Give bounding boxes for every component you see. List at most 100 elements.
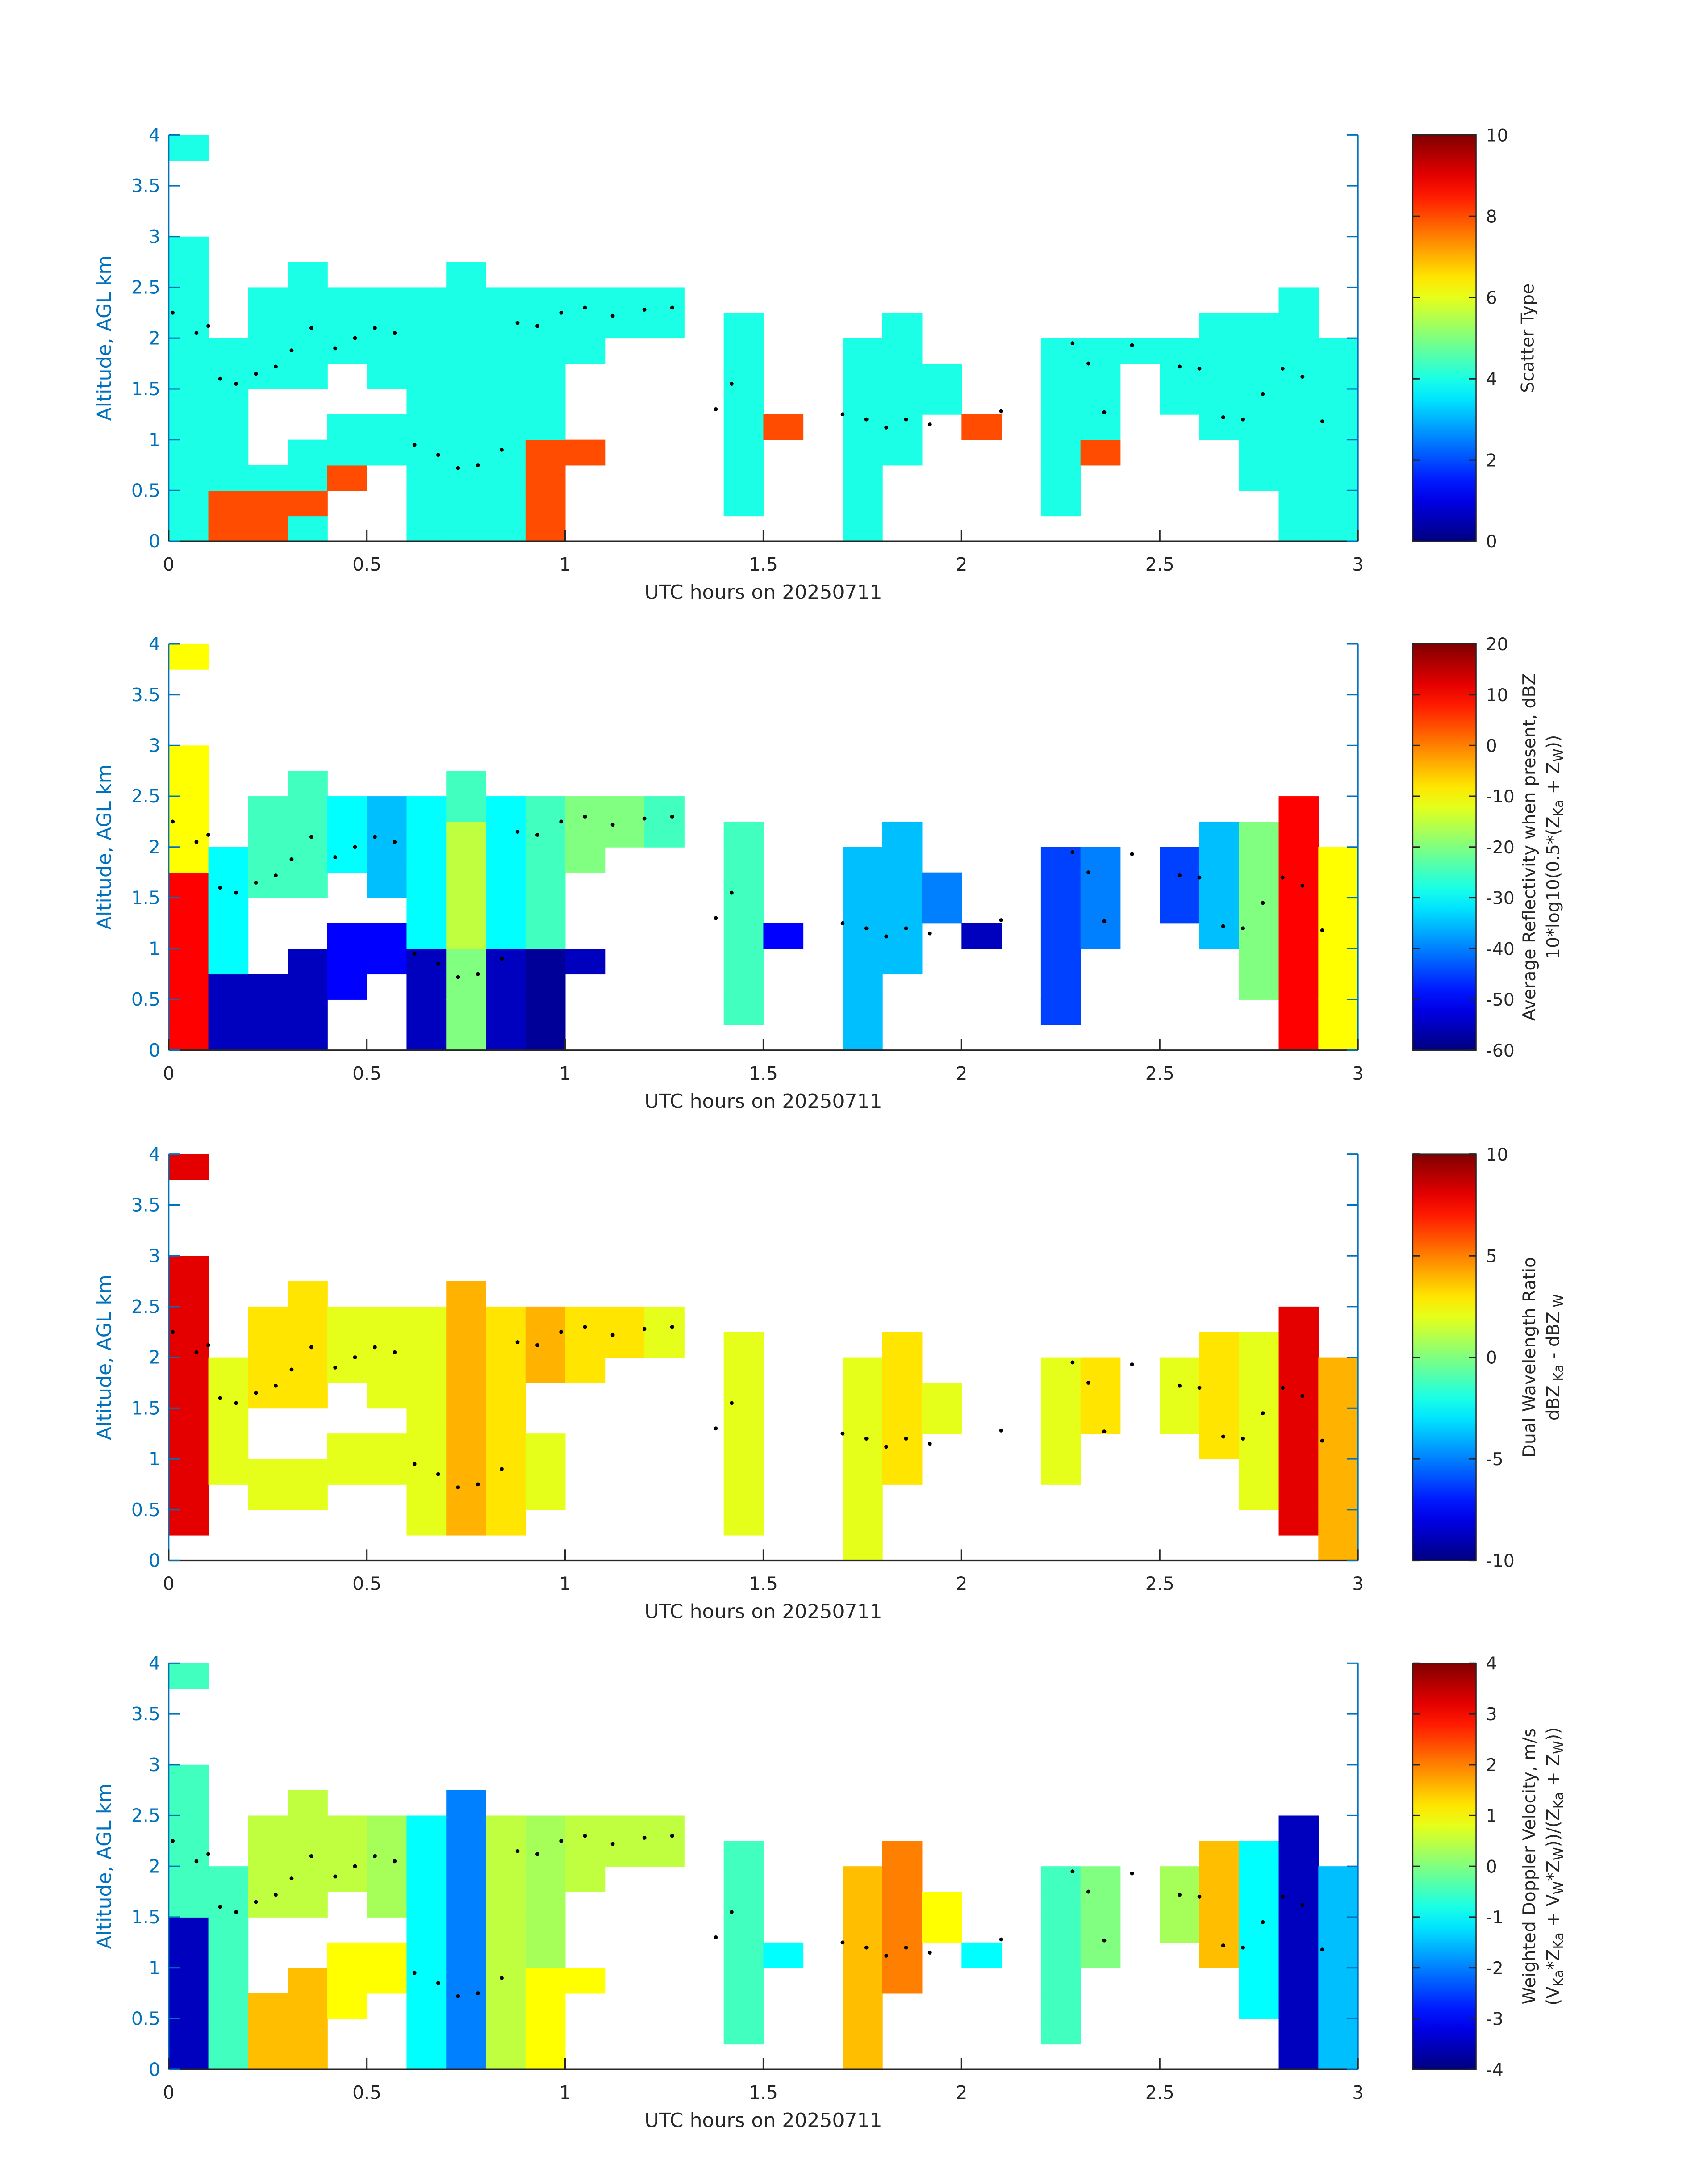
colorbar-tick-label: -1 — [1486, 1907, 1503, 1928]
point — [884, 1445, 889, 1449]
cell — [1080, 872, 1121, 898]
x-tick-label: 1 — [560, 1063, 571, 1084]
point — [373, 1854, 377, 1858]
point — [1221, 1943, 1225, 1948]
cell — [843, 389, 883, 415]
cell — [446, 923, 486, 949]
cell — [605, 313, 645, 339]
cell — [486, 490, 526, 517]
cell — [168, 262, 209, 288]
cell — [525, 999, 566, 1025]
colorbar-tick-label: -20 — [1486, 837, 1515, 858]
y-axis-label: Altitude, AGL km — [93, 764, 116, 930]
cell — [168, 1790, 209, 1816]
cell — [1199, 313, 1240, 339]
cell — [525, 338, 566, 364]
point — [1086, 1381, 1090, 1385]
cell — [525, 974, 566, 1000]
cell — [605, 1306, 645, 1333]
point — [234, 1401, 238, 1405]
cell — [248, 1306, 288, 1333]
y-tick-label: 0 — [149, 531, 160, 552]
point — [610, 823, 615, 827]
cell — [168, 1306, 209, 1333]
cell — [723, 974, 764, 1000]
colorbar-label-part: *Z — [1543, 1860, 1563, 1881]
point — [1130, 343, 1134, 347]
cell — [288, 1281, 328, 1307]
y-axis-label: Altitude, AGL km — [93, 1274, 116, 1440]
cell — [1278, 796, 1319, 822]
cell — [723, 872, 764, 898]
x-tick-label: 1.5 — [749, 2082, 778, 2103]
point — [642, 1327, 647, 1331]
cell — [1278, 923, 1319, 949]
colorbar-tick-label: 5 — [1486, 1246, 1497, 1266]
cell — [723, 1383, 764, 1409]
point — [171, 1839, 175, 1843]
cell — [1278, 1509, 1319, 1536]
cell — [1318, 338, 1359, 364]
cell — [367, 364, 407, 389]
cell — [446, 2044, 486, 2070]
cell — [882, 1383, 923, 1409]
cell — [1160, 1917, 1200, 1943]
cell — [367, 1459, 407, 1485]
point — [1178, 364, 1182, 369]
cell — [843, 1942, 883, 1968]
point — [1197, 1895, 1202, 1899]
cell — [327, 1357, 367, 1383]
cell — [327, 414, 367, 440]
cell — [208, 465, 249, 491]
cell — [525, 949, 566, 975]
cell — [525, 1968, 566, 1994]
point — [730, 382, 734, 386]
cell — [406, 1433, 447, 1459]
point — [393, 1859, 397, 1864]
cell — [723, 1866, 764, 1893]
cell — [288, 1993, 328, 2019]
y-axis-label: Altitude, AGL km — [93, 1784, 116, 1949]
cell — [1239, 1383, 1279, 1409]
panel: 0 0.5 1 1.5 2 2.5 3 3.5 4 0 0.5 1 1.5 2 2.5 3 UTC hours … — [93, 1144, 1567, 1623]
cell — [565, 1357, 606, 1383]
colorbar-label-part: - dBZ — [1543, 1312, 1563, 1364]
cell — [1080, 1408, 1121, 1434]
cell — [288, 847, 328, 873]
cell — [1278, 1942, 1319, 1968]
cell — [288, 465, 328, 491]
cell — [367, 1866, 407, 1893]
cell — [288, 1357, 328, 1383]
point — [1281, 875, 1285, 880]
cell — [168, 439, 209, 466]
colorbar-label: Average Reflectivity when present, dBZ — [1519, 673, 1540, 1021]
cell — [1278, 821, 1319, 848]
x-tick-label: 3 — [1352, 1063, 1364, 1084]
cell — [1278, 2044, 1319, 2070]
cell — [1160, 847, 1200, 873]
point — [904, 926, 908, 931]
cell — [1080, 923, 1121, 949]
point — [274, 1893, 278, 1897]
cell — [1080, 414, 1121, 440]
cell — [486, 1332, 526, 1358]
colorbar — [1412, 134, 1477, 542]
cell — [605, 1841, 645, 1867]
point — [171, 1330, 175, 1334]
cell — [446, 414, 486, 440]
cell — [168, 2044, 209, 2070]
cell — [843, 1509, 883, 1536]
colorbar-label-part: (V — [1543, 1986, 1563, 2005]
cell — [723, 1357, 764, 1383]
cell — [922, 1408, 962, 1434]
cell — [288, 1459, 328, 1485]
cell — [288, 439, 328, 466]
cell — [1318, 1024, 1359, 1051]
point — [884, 425, 889, 430]
cell — [1080, 439, 1121, 466]
cell — [446, 338, 486, 364]
cell — [723, 1484, 764, 1510]
cell — [1040, 1892, 1081, 1918]
cell — [248, 338, 288, 364]
point — [373, 835, 377, 839]
